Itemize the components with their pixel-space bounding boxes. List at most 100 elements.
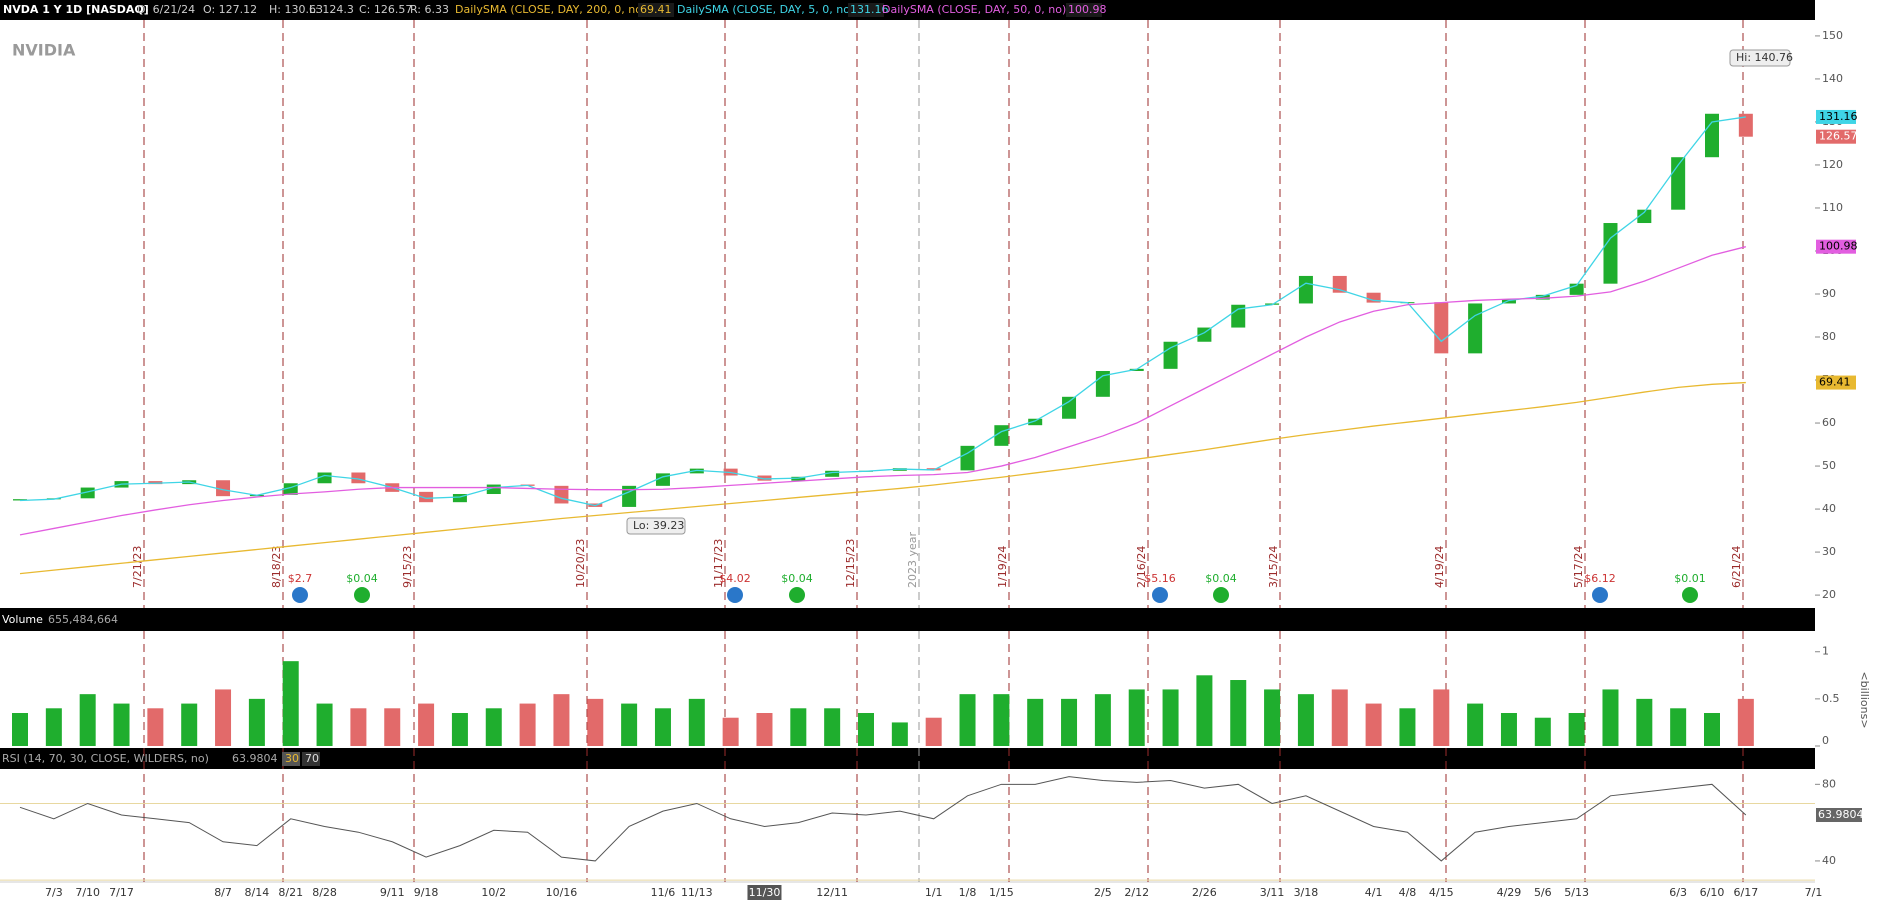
volume-bar (1027, 698, 1044, 746)
x-tick-label: 9/18 (414, 886, 439, 899)
x-tick-label: 10/16 (546, 886, 578, 899)
volume-bar (1094, 694, 1111, 746)
candle-body (1738, 113, 1753, 137)
candle-body (317, 472, 332, 484)
rsi-level-box (302, 752, 320, 766)
candle-body (1535, 294, 1550, 300)
candle-body (622, 485, 637, 507)
volume-bar (1297, 694, 1314, 746)
legend-value: 100.98 (1068, 3, 1107, 16)
volume-bar (1230, 680, 1247, 746)
candle-body (1366, 292, 1381, 303)
volume-bar (147, 708, 164, 746)
y-tick-label: 110 (1822, 201, 1843, 214)
volume-bar (858, 713, 874, 746)
dividend-icon (354, 587, 370, 603)
x-tick-label: 7/1 (1805, 886, 1823, 899)
volume-bar (654, 708, 671, 746)
volume-bar (12, 713, 28, 746)
series-legend: DailySMA (CLOSE, DAY, 5, 0, no) (677, 3, 854, 16)
x-highlight (747, 885, 782, 900)
y-tick-label: 30 (1822, 545, 1836, 558)
price-tag-label: 69.41 (1819, 376, 1851, 389)
candle-body (960, 445, 975, 471)
candle-body (1637, 209, 1652, 224)
x-tick-label: 10/2 (481, 886, 506, 899)
volume-bar (587, 698, 604, 746)
x-tick-label: 11/6 (651, 886, 676, 899)
candle-body (452, 494, 467, 503)
logo: NVIDIA (12, 41, 76, 60)
legend-value-box (638, 3, 674, 17)
x-tick-label: 4/29 (1497, 886, 1522, 899)
volume-bar (621, 703, 638, 746)
volume-bar (79, 694, 96, 746)
event-label: 11/17/23 (712, 539, 725, 588)
volume-bar (553, 694, 570, 746)
symbol: NVDA 1 Y 1D [NASDAQ] (3, 3, 149, 16)
candle-body (486, 484, 501, 495)
volume-bar (451, 713, 468, 746)
volume-bar (1704, 713, 1720, 746)
dividend-icon (1213, 587, 1229, 603)
x-tick-label: 4/15 (1429, 886, 1454, 899)
last-price-tag (1816, 129, 1856, 144)
dividend-icon (292, 587, 308, 603)
candle-body (351, 472, 366, 484)
x-tick-label: 2/5 (1094, 886, 1112, 899)
event-label: 10/20/23 (574, 539, 587, 588)
x-tick-label: 6/17 (1733, 886, 1758, 899)
volume-bar (1467, 703, 1484, 746)
hi-label: Hi: 140.76 (1736, 51, 1793, 64)
volume-bar (1331, 689, 1348, 746)
volume-bar (891, 722, 908, 746)
rsi-line (19, 776, 1747, 862)
rsi-header-bar (0, 748, 1815, 769)
plot-area: 7/21/23 8/18/23 9/15/23 10/20/23 11/17/23 12/… (0, 20, 1815, 882)
x-tick-label: 11/30 (749, 886, 781, 899)
volume-bar (181, 703, 198, 746)
event-label: 1/19/24 (996, 546, 1009, 588)
volume-header-bar (0, 608, 1815, 631)
x-tick-label: 9/11 (380, 886, 405, 899)
y-tick-label: 140 (1822, 72, 1843, 85)
candle-body (825, 470, 840, 477)
volume-title: Volume (2, 613, 43, 626)
volume-bar (1433, 689, 1450, 746)
x-tick-label: 1/8 (959, 886, 977, 899)
candle-body (1501, 299, 1516, 304)
rsi-value: 63.9804 (232, 752, 278, 765)
volume-bar (1534, 717, 1551, 746)
dividend-label: $2.7 (288, 572, 313, 585)
dividend-label: $0.04 (1205, 572, 1237, 585)
event-label: 12/15/23 (844, 539, 857, 588)
volume-bar (215, 689, 232, 746)
volume-bar (688, 698, 705, 746)
volume-bar (45, 708, 62, 746)
price-tag-label: 100.98 (1819, 240, 1858, 253)
dividend-label: $0.01 (1674, 572, 1706, 585)
candle-body (554, 485, 569, 504)
x-tick-label: 2/12 (1124, 886, 1149, 899)
volume-bar (418, 703, 435, 746)
event-label: 2023 year (906, 531, 919, 588)
volume-tick-label: 1 (1822, 645, 1829, 658)
y-tick-label: 50 (1822, 459, 1836, 472)
header-range: R: 6.33 (410, 3, 449, 16)
y-tick-label: 20 (1822, 588, 1836, 601)
price-tag (1816, 239, 1856, 254)
volume-bar (350, 708, 367, 746)
event-label: 8/18/23 (270, 546, 283, 588)
x-tick-label: 6/3 (1669, 886, 1687, 899)
rsi-level-box (282, 752, 300, 766)
volume-bar (1365, 703, 1382, 746)
volume-bar (1061, 698, 1078, 746)
event-label: 5/17/24 (1572, 546, 1585, 588)
candle-body (1028, 418, 1043, 426)
x-tick-label: 6/10 (1700, 886, 1725, 899)
dividend-label: $5.16 (1144, 572, 1176, 585)
dividend-icon (1152, 587, 1168, 603)
header-low: L: 124.3 (309, 3, 354, 16)
volume-bar (519, 703, 536, 746)
